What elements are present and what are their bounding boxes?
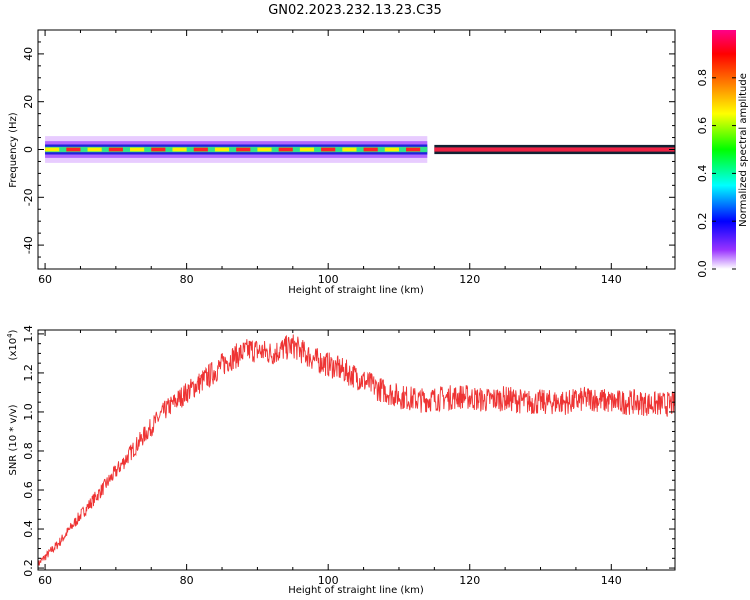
band-core-segment: [406, 147, 421, 152]
colorbar-tick-label: 0.6: [696, 117, 709, 135]
band-core-segment: [193, 147, 208, 152]
snr-y-label: SNR (10 * v/v): [8, 404, 19, 475]
band-core-segment: [151, 147, 166, 152]
figure-title: GN02.2023.232.13.23.C35: [268, 3, 442, 18]
spectrogram-x-tick-label: 140: [601, 273, 622, 286]
snr-x-tick-label: 60: [38, 574, 52, 587]
snr-panel: 60 80 100 120 140 0.2 0.4 0.6 0.8 1.0 1.2 1.4 Heig…: [6, 325, 676, 596]
band-narrow-core: [434, 147, 675, 152]
spectrogram-x-tick-label: 60: [38, 273, 52, 286]
band-core-segment: [87, 147, 102, 152]
colorbar: 0.0 0.2 0.4 0.6 0.8 Normalized spectral ampl…: [696, 30, 749, 278]
snr-x-tick-label: 120: [459, 574, 480, 587]
spectrogram-y-tick-label: 20: [22, 95, 35, 109]
spectrogram-x-tick-label: 120: [459, 273, 480, 286]
spectrogram-y-tick-label: -20: [22, 188, 35, 206]
snr-y-tick-label: 1.0: [22, 403, 35, 421]
colorbar-ticks: 0.0 0.2 0.4 0.6 0.8: [696, 69, 736, 278]
band-core-segment: [342, 147, 357, 152]
spectrogram-y-tick-label: 40: [22, 47, 35, 61]
band-core-segment: [257, 147, 272, 152]
snr-multiplier: (x104): [6, 329, 19, 360]
snr-y-ticks: 0.2 0.4 0.6 0.8 1.0 1.2 1.4: [22, 325, 675, 577]
colorbar-tick-label: 0.0: [696, 260, 709, 278]
spectrogram-x-tick-label: 100: [318, 273, 339, 286]
colorbar-tick-label: 0.2: [696, 212, 709, 230]
band-core-segment: [45, 147, 60, 152]
band-core-segment: [321, 147, 336, 152]
band-core-segment: [236, 147, 251, 152]
snr-y-tick-label: 1.2: [22, 364, 35, 382]
snr-y-tick-label: 0.6: [22, 481, 35, 499]
band-core-segment: [363, 147, 378, 152]
spectrogram-y-tick-label: 0: [22, 146, 35, 153]
band-core-segment: [172, 147, 187, 152]
snr-x-tick-label: 100: [318, 574, 339, 587]
band-core-segment: [299, 147, 315, 152]
spectrogram-panel: 60 80 100 120 140 -40 -20 0 20 40 Height of stra…: [8, 29, 676, 296]
snr-y-tick-label: 0.8: [22, 442, 35, 460]
spectral-band: [45, 136, 675, 163]
spectrogram-y-tick-label: -40: [22, 236, 35, 254]
spectrogram-y-label: Frequency (Hz): [8, 112, 19, 188]
band-core-segment: [130, 147, 145, 152]
snr-x-tick-label: 140: [601, 574, 622, 587]
snr-y-tick-label: 0.2: [22, 559, 35, 577]
spectrogram-y-ticks: -40 -20 0 20 40: [22, 29, 675, 270]
band-core-segment: [278, 147, 293, 152]
colorbar-tick-label: 0.8: [696, 69, 709, 87]
snr-x-tick-label: 80: [180, 574, 194, 587]
spectrogram-x-ticks: 60 80 100 120 140: [38, 30, 648, 286]
snr-frame: [37, 329, 676, 571]
band-core-segment: [108, 147, 123, 152]
snr-x-label: Height of straight line (km): [288, 585, 424, 596]
band-core-segment: [384, 147, 399, 152]
colorbar-tick-label: 0.4: [696, 165, 709, 183]
band-core-segment: [214, 147, 230, 152]
colorbar-label: Normalized spectral amplitude: [738, 73, 749, 227]
band-core-segment: [66, 147, 81, 152]
snr-y-tick-label: 0.4: [22, 520, 35, 538]
snr-y-tick-label: 1.4: [22, 325, 35, 343]
colorbar-gradient: [712, 30, 736, 269]
snr-x-ticks: 60 80 100 120 140: [38, 330, 648, 587]
spectrogram-x-tick-label: 80: [180, 273, 194, 286]
snr-series-line: [38, 334, 675, 569]
spectrogram-x-label: Height of straight line (km): [288, 285, 424, 296]
